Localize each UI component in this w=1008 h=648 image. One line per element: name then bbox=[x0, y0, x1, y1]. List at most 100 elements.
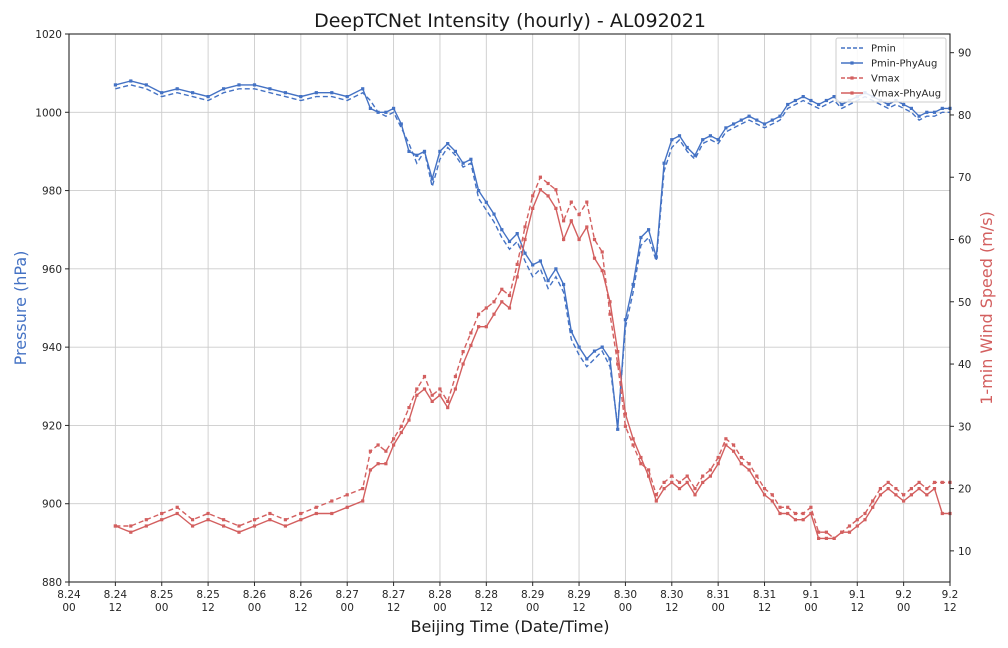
data-point bbox=[415, 153, 419, 157]
data-point bbox=[554, 206, 558, 210]
data-point bbox=[724, 437, 728, 441]
data-point bbox=[361, 499, 365, 503]
data-point bbox=[430, 399, 434, 403]
x-tick-label-hour: 12 bbox=[572, 602, 585, 614]
data-point bbox=[523, 225, 527, 229]
data-point bbox=[515, 275, 519, 279]
data-point bbox=[160, 518, 164, 522]
left-tick-label: 1000 bbox=[35, 107, 62, 119]
data-point bbox=[647, 228, 651, 232]
x-tick-label-date: 8.30 bbox=[614, 589, 637, 601]
right-tick-label: 40 bbox=[958, 359, 971, 371]
data-point bbox=[546, 279, 550, 283]
data-point bbox=[755, 474, 759, 478]
left-tick-label: 900 bbox=[42, 499, 62, 511]
data-point bbox=[113, 83, 117, 87]
legend-item-vmax: Vmax bbox=[841, 74, 900, 85]
data-point bbox=[252, 524, 257, 528]
data-point bbox=[739, 118, 743, 122]
data-point bbox=[662, 487, 666, 491]
x-tick-label-hour: 00 bbox=[526, 602, 539, 614]
data-point bbox=[299, 511, 303, 516]
data-point bbox=[747, 462, 751, 466]
data-point bbox=[909, 493, 913, 497]
data-point bbox=[770, 118, 774, 122]
x-tick-label-hour: 12 bbox=[665, 602, 678, 614]
data-point bbox=[577, 237, 581, 242]
x-axis-ticks: 8.24008.24128.25008.25128.26008.26128.27… bbox=[57, 582, 958, 614]
right-tick-label: 20 bbox=[958, 484, 971, 496]
data-point bbox=[538, 259, 542, 263]
chart-title: DeepTCNet Intensity (hourly) - AL092021 bbox=[314, 10, 706, 32]
x-tick-label-date: 8.28 bbox=[428, 589, 451, 601]
data-point bbox=[453, 374, 457, 379]
x-tick-label-hour: 00 bbox=[897, 602, 910, 614]
data-point bbox=[670, 480, 674, 484]
data-point bbox=[925, 110, 929, 114]
data-point bbox=[894, 493, 898, 497]
data-point bbox=[778, 505, 782, 509]
data-point bbox=[461, 362, 465, 366]
data-point bbox=[824, 98, 828, 103]
data-point bbox=[832, 536, 836, 540]
data-point bbox=[639, 462, 643, 466]
data-point bbox=[546, 181, 550, 186]
data-point bbox=[600, 269, 604, 273]
data-point bbox=[793, 511, 797, 516]
data-point bbox=[662, 161, 666, 165]
data-point bbox=[562, 282, 566, 287]
x-tick-label-date: 8.24 bbox=[104, 589, 128, 601]
x-tick-label-date: 9.1 bbox=[849, 589, 866, 601]
legend-marker bbox=[850, 61, 854, 65]
data-point bbox=[677, 480, 682, 484]
data-point bbox=[886, 480, 890, 484]
data-point bbox=[616, 350, 620, 354]
data-point bbox=[252, 518, 257, 522]
right-axis-ticks: 10 20 30 40 50 60 70 80 90 bbox=[950, 48, 971, 558]
right-tick-label: 90 bbox=[958, 48, 971, 60]
data-point bbox=[562, 237, 566, 242]
data-point bbox=[129, 524, 133, 528]
data-point bbox=[631, 443, 635, 447]
data-point bbox=[191, 524, 195, 528]
data-point bbox=[492, 312, 496, 316]
data-point bbox=[484, 325, 488, 329]
data-point bbox=[608, 357, 612, 361]
x-tick-label-date: 8.24 bbox=[57, 589, 81, 601]
right-tick-label: 60 bbox=[958, 235, 971, 247]
data-point bbox=[376, 462, 380, 466]
data-point bbox=[484, 200, 488, 204]
data-point bbox=[415, 387, 419, 391]
x-tick-label-hour: 12 bbox=[387, 602, 400, 614]
legend-label: Vmax-PhyAug bbox=[871, 89, 941, 100]
data-point bbox=[708, 134, 712, 138]
data-point bbox=[469, 331, 473, 335]
data-point bbox=[909, 106, 913, 110]
data-point bbox=[654, 255, 658, 259]
data-point bbox=[430, 177, 434, 181]
data-point bbox=[345, 505, 349, 509]
data-point bbox=[569, 200, 573, 204]
data-point bbox=[801, 511, 805, 516]
data-point bbox=[871, 499, 875, 503]
data-point bbox=[461, 350, 465, 354]
left-axis-label: Pressure (hPa) bbox=[11, 251, 30, 366]
data-point bbox=[708, 474, 712, 478]
data-point bbox=[925, 493, 929, 497]
legend-marker bbox=[850, 91, 854, 95]
legend-box bbox=[835, 37, 947, 103]
data-point bbox=[878, 493, 882, 497]
data-point bbox=[268, 87, 272, 91]
x-tick-label-date: 9.2 bbox=[942, 589, 959, 601]
data-point bbox=[693, 493, 697, 497]
data-point bbox=[492, 300, 496, 304]
data-point bbox=[863, 518, 867, 522]
data-point bbox=[314, 91, 318, 95]
data-point bbox=[345, 493, 349, 497]
data-point bbox=[639, 235, 643, 240]
data-point bbox=[384, 449, 388, 453]
data-point bbox=[376, 443, 380, 447]
data-point bbox=[191, 91, 195, 95]
x-tick-label-hour: 00 bbox=[62, 602, 75, 614]
